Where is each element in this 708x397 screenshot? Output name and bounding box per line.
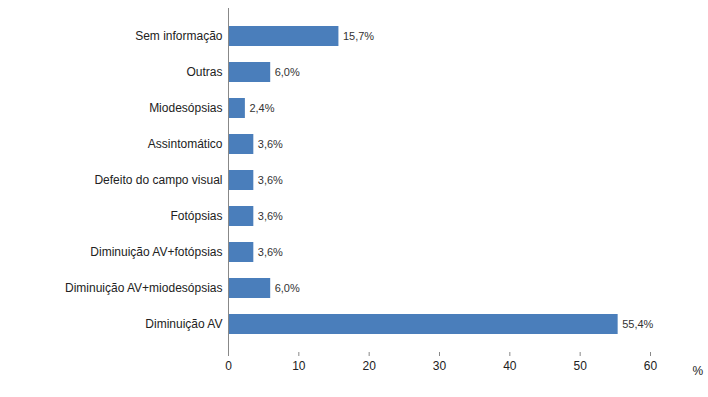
svg-text:Sem informação: Sem informação	[135, 29, 223, 43]
svg-text:6,0%: 6,0%	[275, 66, 300, 78]
svg-text:Diminuição AV: Diminuição AV	[145, 317, 222, 331]
svg-text:10: 10	[292, 359, 306, 373]
svg-text:55,4%: 55,4%	[622, 318, 653, 330]
svg-text:Diminuição AV+miodesópsias: Diminuição AV+miodesópsias	[65, 281, 223, 295]
svg-text:0: 0	[225, 359, 232, 373]
svg-text:Defeito do campo visual: Defeito do campo visual	[94, 173, 222, 187]
svg-text:%: %	[693, 364, 704, 378]
svg-text:3,6%: 3,6%	[258, 138, 283, 150]
svg-text:20: 20	[362, 359, 376, 373]
svg-text:6,0%: 6,0%	[275, 282, 300, 294]
svg-text:3,6%: 3,6%	[258, 246, 283, 258]
svg-text:Outras: Outras	[186, 65, 222, 79]
svg-text:Diminuição AV+fotópsias: Diminuição AV+fotópsias	[90, 245, 222, 259]
svg-text:Fotópsias: Fotópsias	[170, 209, 222, 223]
svg-text:15,7%: 15,7%	[343, 30, 374, 42]
svg-text:60: 60	[644, 359, 658, 373]
svg-text:40: 40	[503, 359, 517, 373]
svg-text:Miodesópsias: Miodesópsias	[149, 101, 222, 115]
svg-text:Assintomático: Assintomático	[148, 137, 223, 151]
svg-text:30: 30	[433, 359, 447, 373]
svg-text:3,6%: 3,6%	[258, 210, 283, 222]
svg-text:2,4%: 2,4%	[249, 102, 274, 114]
svg-text:50: 50	[573, 359, 587, 373]
svg-text:3,6%: 3,6%	[258, 174, 283, 186]
